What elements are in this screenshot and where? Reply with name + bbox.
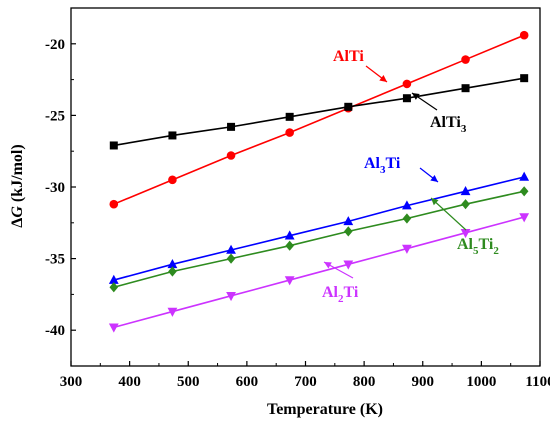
series-AlTi3 bbox=[109, 74, 529, 150]
series-line bbox=[113, 216, 525, 329]
series-label-part: 3 bbox=[380, 164, 386, 176]
data-point bbox=[402, 213, 412, 224]
series-Al2Ti bbox=[108, 213, 530, 333]
data-point bbox=[285, 240, 294, 251]
series-label-AlTi3: AlTi3 bbox=[430, 114, 467, 135]
y-tick-label: -40 bbox=[45, 323, 65, 339]
x-tick-label: 900 bbox=[412, 374, 435, 390]
series-label-part: Ti bbox=[479, 236, 494, 253]
x-axis-ticks: 300 400 500 600 700 800 900 1000 1100 bbox=[60, 361, 550, 390]
y-axis-title-part: (kJ/mol) bbox=[9, 144, 26, 206]
series-label-Al5Ti2: Al5Ti2 bbox=[457, 236, 499, 257]
data-point bbox=[226, 292, 236, 302]
y-tick-label: -20 bbox=[45, 37, 65, 53]
x-tick-label: 300 bbox=[60, 374, 83, 390]
series-label-part: 2 bbox=[493, 245, 499, 257]
data-point bbox=[520, 74, 529, 83]
series-line bbox=[113, 34, 525, 205]
data-point bbox=[519, 171, 530, 181]
y-tick-label: -35 bbox=[45, 252, 65, 268]
data-point bbox=[460, 229, 471, 239]
x-tick-label: 700 bbox=[294, 374, 317, 390]
plot-frame bbox=[70, 7, 541, 367]
data-point bbox=[168, 266, 177, 277]
data-point bbox=[109, 282, 119, 293]
series-label-Al3Ti: Al3Ti bbox=[364, 155, 401, 176]
data-point bbox=[343, 216, 354, 226]
data-point bbox=[226, 244, 236, 254]
series-line bbox=[113, 77, 525, 147]
series-label-part: 3 bbox=[461, 123, 467, 135]
data-point bbox=[167, 259, 178, 269]
label-pointer-head bbox=[431, 198, 439, 206]
data-point bbox=[402, 244, 412, 254]
data-point bbox=[343, 260, 354, 270]
series-label-part: 5 bbox=[473, 245, 479, 257]
series-Al5Ti2 bbox=[109, 186, 529, 293]
series-line bbox=[113, 190, 525, 289]
series-label-part: Ti bbox=[344, 284, 359, 301]
data-point bbox=[344, 102, 353, 111]
series-label-part: Al bbox=[322, 284, 339, 301]
label-pointer-head bbox=[430, 174, 438, 182]
series-layer bbox=[108, 30, 530, 333]
data-point bbox=[168, 175, 177, 185]
x-tick-label: 1000 bbox=[466, 374, 496, 390]
data-point bbox=[461, 55, 470, 64]
data-point bbox=[519, 213, 530, 223]
data-point bbox=[285, 112, 294, 121]
x-tick-label: 500 bbox=[177, 374, 200, 390]
data-point bbox=[284, 276, 295, 286]
data-point bbox=[109, 199, 119, 209]
series-label-part: AlTi bbox=[430, 114, 461, 131]
data-point bbox=[284, 230, 295, 240]
series-AlTi bbox=[109, 30, 529, 209]
series-label-AlTi: AlTi bbox=[333, 48, 364, 65]
series-label-part: Ti bbox=[386, 155, 401, 172]
data-point bbox=[167, 307, 178, 317]
series-label-part: Al bbox=[457, 236, 474, 253]
x-tick-label: 800 bbox=[353, 374, 376, 390]
data-point bbox=[402, 79, 412, 89]
x-tick-label: 1100 bbox=[525, 374, 550, 390]
data-point bbox=[108, 274, 119, 284]
plot-border bbox=[70, 7, 541, 367]
x-axis-title: Temperature (K) bbox=[267, 401, 383, 418]
label-pointer-line bbox=[430, 197, 467, 231]
series-label-part: 2 bbox=[338, 293, 344, 305]
data-point bbox=[461, 84, 470, 93]
series-label-part: Al bbox=[364, 155, 381, 172]
series-line bbox=[113, 176, 525, 281]
x-tick-label: 600 bbox=[236, 374, 259, 390]
data-point bbox=[227, 122, 236, 131]
data-point bbox=[519, 30, 529, 40]
y-tick-label: -30 bbox=[45, 180, 65, 196]
y-axis-title-part: G bbox=[9, 206, 26, 218]
data-point bbox=[168, 131, 177, 140]
data-point bbox=[461, 199, 470, 210]
data-point bbox=[108, 323, 119, 333]
data-point bbox=[109, 141, 118, 150]
series-Al3Ti bbox=[108, 171, 530, 284]
data-point bbox=[460, 185, 471, 196]
y-axis-ticks: -40 -35 -30 -25 -20 bbox=[45, 7, 76, 367]
data-point bbox=[402, 94, 411, 103]
y-axis-title: ΔG (kJ/mol) bbox=[9, 144, 26, 227]
data-point bbox=[519, 186, 529, 197]
data-point bbox=[343, 226, 353, 237]
data-point bbox=[226, 253, 236, 264]
label-pointer-head bbox=[324, 262, 332, 269]
x-tick-label: 400 bbox=[118, 374, 141, 390]
data-point bbox=[285, 128, 294, 137]
data-point bbox=[402, 200, 412, 210]
label-pointer-head bbox=[379, 74, 387, 82]
data-point bbox=[226, 151, 236, 160]
label-pointer-head bbox=[412, 93, 420, 100]
series-label-Al2Ti: Al2Ti bbox=[322, 284, 359, 305]
y-tick-label: -25 bbox=[45, 108, 65, 124]
y-axis-title-part: Δ bbox=[9, 218, 26, 228]
series-label-part: AlTi bbox=[333, 48, 364, 65]
